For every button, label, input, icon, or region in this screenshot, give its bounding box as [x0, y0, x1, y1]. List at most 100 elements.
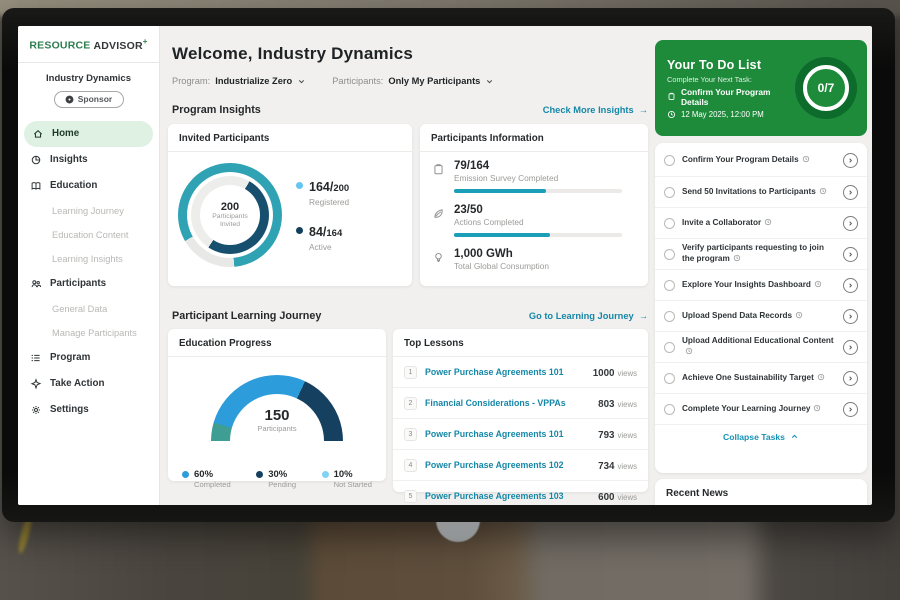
lesson-link[interactable]: Power Purchase Agreements 101 — [425, 367, 564, 377]
invited-donut-inner: 200 Participants Invited — [191, 176, 269, 254]
sidebar-item-education[interactable]: Education — [18, 173, 159, 199]
lesson-link[interactable]: Financial Considerations - VPPAs — [425, 398, 566, 408]
sidebar-item-general-data[interactable]: General Data — [52, 303, 108, 314]
go-to-learning-journey-link[interactable]: Go to Learning Journey → — [528, 311, 648, 321]
task-checkbox[interactable] — [664, 155, 675, 166]
chevron-down-icon — [485, 77, 494, 86]
task-upload-educational-content[interactable]: Upload Additional Educational Content — [655, 331, 867, 362]
invited-participants-card: Invited Participants 200 Participants In… — [168, 124, 412, 286]
clock-icon — [667, 110, 676, 119]
clock-icon — [817, 373, 824, 380]
consumption-row: 1,000 GWh Total Global Consumption — [432, 248, 636, 271]
sidebar-nav: Home Insights Education Learning Journey… — [18, 120, 159, 423]
invited-total-label: Participants Invited — [212, 212, 248, 228]
sidebar-item-take-action[interactable]: Take Action — [18, 371, 159, 397]
clock-icon — [819, 187, 826, 194]
chevron-down-icon — [297, 77, 306, 86]
actions-completed-row: 23/50 Actions Completed — [432, 204, 636, 237]
monitor-stand — [436, 520, 480, 542]
task-complete-learning-journey[interactable]: Complete Your Learning Journey — [655, 393, 867, 424]
emission-progress-bar — [454, 189, 622, 193]
chevron-right-icon[interactable] — [843, 153, 858, 168]
legend-dot — [321, 471, 329, 478]
clipboard-icon — [432, 163, 445, 193]
program-dropdown[interactable]: Program: Industrialize Zero — [172, 76, 306, 86]
sidebar-item-label: Education — [50, 180, 98, 191]
sidebar-item-label: Program — [50, 352, 91, 363]
participants-dropdown[interactable]: Participants: Only My Participants — [332, 76, 494, 86]
chevron-right-icon[interactable] — [843, 370, 858, 386]
todo-progress-count: 0/7 — [817, 81, 835, 95]
section-title: Participant Learning Journey — [172, 310, 322, 322]
todo-summary-card: Your To Do List Complete Your Next Task:… — [655, 40, 867, 136]
task-achieve-sustainability-target[interactable]: Achieve One Sustainability Target — [655, 362, 867, 393]
sidebar-item-program[interactable]: Program — [18, 345, 159, 371]
task-invite-collaborator[interactable]: Invite a Collaborator — [655, 207, 867, 238]
task-checkbox[interactable] — [664, 372, 675, 384]
sidebar-item-participants[interactable]: Participants — [18, 271, 159, 297]
clipboard-icon — [667, 92, 676, 101]
todo-due-date: 12 May 2025, 12:00 PM — [667, 110, 789, 119]
chevron-right-icon[interactable] — [843, 401, 858, 417]
check-more-insights-link[interactable]: Check More Insights → — [542, 105, 648, 115]
chevron-right-icon[interactable] — [843, 277, 858, 293]
task-checkbox[interactable] — [664, 310, 675, 322]
task-checkbox[interactable] — [664, 403, 675, 415]
sidebar-item-settings[interactable]: Settings — [18, 397, 159, 423]
sidebar-item-home[interactable]: Home — [24, 120, 153, 147]
task-upload-spend-data[interactable]: Upload Spend Data Records — [655, 300, 867, 331]
sidebar-item-manage-participants[interactable]: Manage Participants — [52, 327, 137, 338]
section-title: Program Insights — [172, 104, 261, 116]
home-icon — [32, 128, 44, 140]
insights-icon — [30, 154, 42, 166]
sidebar-item-insights[interactable]: Insights — [18, 147, 159, 173]
legend-not-started: 10% Not Started — [321, 469, 372, 489]
chevron-right-icon[interactable] — [843, 215, 858, 231]
collapse-tasks-link[interactable]: Collapse Tasks — [655, 424, 867, 448]
lesson-rank: 4 — [404, 458, 417, 472]
task-confirm-program-details[interactable]: Confirm Your Program Details — [655, 145, 867, 176]
actions-progress-bar — [454, 233, 622, 237]
clock-icon — [795, 311, 803, 318]
task-send-invitations[interactable]: Send 50 Invitations to Participants — [655, 176, 867, 207]
lesson-link[interactable]: Power Purchase Agreements 103 — [425, 491, 564, 501]
brand-secondary: ADVISOR — [93, 39, 143, 52]
task-checkbox[interactable] — [664, 279, 675, 291]
clock-icon — [814, 404, 821, 411]
lesson-row: 2 Financial Considerations - VPPAs 803 vi… — [393, 387, 648, 418]
lesson-link[interactable]: Power Purchase Agreements 101 — [425, 429, 564, 439]
bulb-icon — [432, 251, 445, 271]
participants-icon — [30, 278, 42, 290]
sidebar-item-label: Insights — [50, 154, 88, 165]
chevron-right-icon[interactable] — [843, 308, 858, 324]
settings-icon — [30, 404, 42, 416]
task-checkbox[interactable] — [664, 186, 675, 198]
task-checkbox[interactable] — [664, 217, 675, 229]
lesson-link[interactable]: Power Purchase Agreements 102 — [425, 460, 564, 470]
gauge-label: Participants — [257, 424, 297, 433]
task-checkbox[interactable] — [664, 341, 675, 353]
monitor-bezel: RESOURCE ADVISOR+ Industry Dynamics Spons… — [2, 8, 895, 522]
chevron-right-icon[interactable] — [843, 184, 858, 200]
sidebar-item-learning-journey[interactable]: Learning Journey — [52, 205, 124, 216]
sidebar-item-education-content[interactable]: Education Content — [52, 229, 129, 240]
lesson-row: 3 Power Purchase Agreements 101 793 views — [393, 418, 648, 449]
lesson-row: 5 Power Purchase Agreements 103 600 views — [393, 480, 648, 505]
education-progress-card: Education Progress 150 Participants — [168, 329, 386, 489]
todo-progress-ring: 0/7 — [795, 57, 857, 119]
card-title: Invited Participants — [168, 124, 412, 152]
chevron-right-icon[interactable] — [843, 246, 858, 262]
participants-information-card: Participants Information 79/164 Emission… — [420, 124, 648, 286]
task-checkbox[interactable] — [664, 248, 675, 260]
invited-total: 200 — [220, 200, 240, 213]
gauge-value: 150 — [264, 407, 290, 424]
sidebar-item-learning-insights[interactable]: Learning Insights — [52, 253, 123, 264]
task-verify-participants[interactable]: Verify participants requesting to join t… — [655, 238, 867, 269]
participants-value: Only My Participants — [388, 76, 481, 86]
todo-list-card: Confirm Your Program Details Send 50 Inv… — [655, 143, 867, 473]
chevron-right-icon[interactable] — [843, 339, 858, 355]
education-icon — [30, 180, 42, 192]
task-explore-insights[interactable]: Explore Your Insights Dashboard — [655, 269, 867, 300]
brand-primary: RESOURCE — [29, 39, 91, 52]
